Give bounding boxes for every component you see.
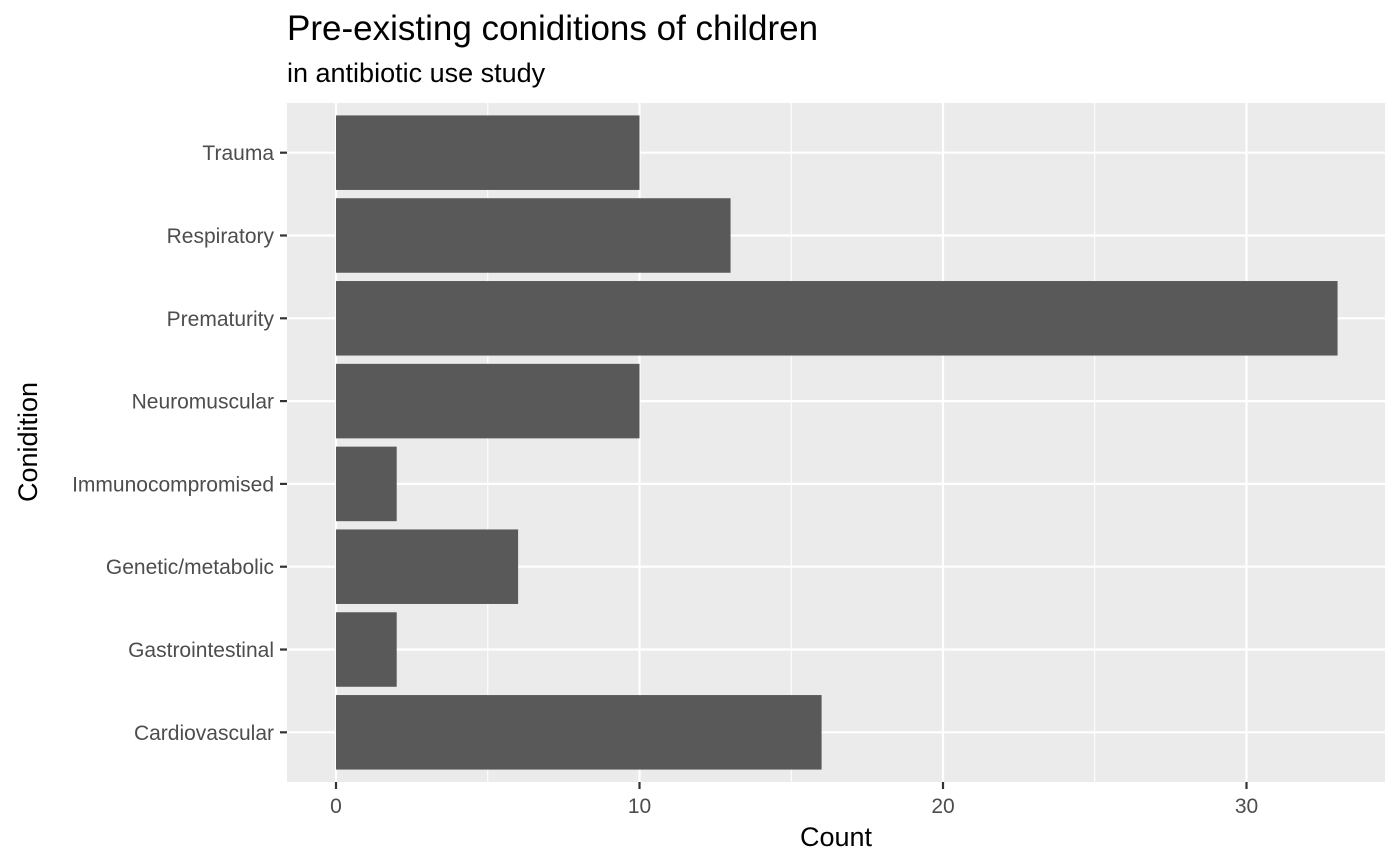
bar-respiratory bbox=[336, 198, 731, 273]
y-tick-label: Gastrointestinal bbox=[128, 639, 274, 662]
chart-title: Pre-existing coniditions of children bbox=[287, 9, 818, 48]
y-axis-title: Conidition bbox=[13, 382, 43, 502]
y-tick-label: Neuromuscular bbox=[132, 391, 274, 414]
bar-neuromuscular bbox=[336, 363, 640, 439]
x-tick-label: 10 bbox=[628, 795, 651, 818]
y-tick-label: Immunocompromised bbox=[72, 473, 274, 496]
x-axis-title: Count bbox=[800, 822, 873, 852]
bars bbox=[336, 115, 1338, 770]
x-tick-label: 30 bbox=[1235, 795, 1258, 818]
y-tick-label: Prematurity bbox=[167, 308, 275, 331]
y-tick-label: Respiratory bbox=[167, 225, 275, 248]
y-tick-label: Trauma bbox=[202, 142, 274, 165]
bar-genetic-metabolic bbox=[336, 529, 519, 604]
bar-immunocompromised bbox=[336, 446, 397, 522]
y-axis: Cardiovascular Gastrointestinal Genetic/me… bbox=[72, 142, 287, 745]
bar-cardiovascular bbox=[336, 695, 822, 770]
x-axis: 0 10 20 30 bbox=[330, 782, 1258, 818]
y-tick-label: Genetic/metabolic bbox=[106, 556, 274, 579]
chart-subtitle: in antibiotic use study bbox=[287, 58, 546, 88]
bar-gastrointestinal bbox=[336, 612, 397, 687]
x-tick-label: 20 bbox=[931, 795, 954, 818]
x-tick-label: 0 bbox=[330, 795, 342, 818]
bar-prematurity bbox=[336, 281, 1338, 356]
y-tick-label: Cardiovascular bbox=[134, 722, 274, 745]
bar-trauma bbox=[336, 115, 640, 190]
